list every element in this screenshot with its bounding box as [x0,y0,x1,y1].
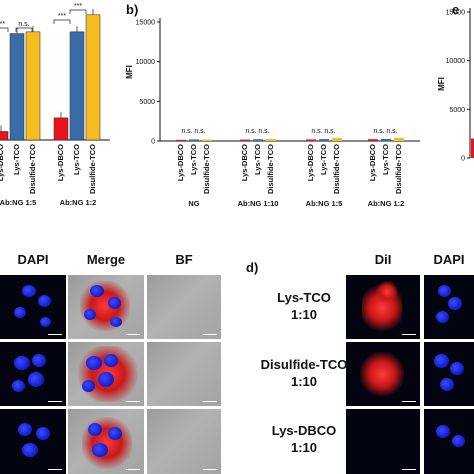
panel-label-b: b) [126,2,139,17]
bar-b-3-1 [381,138,391,141]
row-label-disulfide-tco: Disulfide-TCO 1:10 [260,357,348,389]
tick-label-a-0-2: Disulfide-TCO [28,144,37,194]
tick-label-b-2-2: Disulfide-TCO [332,144,341,194]
column-header-merge: Merge [86,252,126,267]
sig-label-b-0-1: n.s. [194,128,205,135]
panel-label-e: e [452,2,460,17]
image-dil-row3 [346,409,420,474]
tick-label-a-1-2: Disulfide-TCO [88,144,97,194]
panel-label-d: d) [246,260,259,275]
ytick-label-b-0: 0 [151,139,155,146]
chart-e: 0 5000 10000 15000 MFI [437,8,474,163]
image-merge-row1 [68,275,144,339]
chart-e-plot: 0 5000 10000 15000 MFI [437,8,474,163]
ytick-label-b-3: 15000 [136,20,156,27]
row-label-lys-tco: Lys-TCO 1:10 [277,290,331,322]
sig-label-a-0: *** [0,21,5,28]
group-label-b-0: NG [188,199,199,208]
bar-b-3-0 [368,139,378,141]
tick-label-b-3-2: Disulfide-TCO [394,144,403,194]
sig-label-a-1: n.s. [18,21,29,28]
group-label-b-3: Ab:NG 1:2 [368,199,405,208]
image-dapi-row3 [0,409,66,474]
bracket-a-2 [53,19,71,24]
bracket-a-0 [0,27,9,32]
sig-label-b-2-0: n.s. [311,128,322,135]
sig-label-b-3-1: n.s. [386,128,397,135]
column-header-dapi: DAPI [17,252,49,267]
ytick-label-e-3: 15000 [446,10,466,17]
bar-b-1-0 [240,139,250,141]
bar-b-1-2 [266,138,276,141]
tick-label-b-0-0: Lys-DBCO [176,144,185,181]
group-label-b-2: Ab:NG 1:5 [306,199,343,208]
image-dil-row1 [346,275,420,339]
sig-label-b-3-0: n.s. [373,128,384,135]
tick-label-b-1-1: Lys-TCO [253,144,262,175]
bar-b-0-0 [176,139,186,141]
group-label-a-0: Ab:NG 1:5 [0,198,36,207]
ylabel-b: MFI [125,65,134,79]
tick-label-b-3-1: Lys-TCO [381,144,390,175]
tick-label-b-0-1: Lys-TCO [189,144,198,175]
bar-b-2-2 [332,137,342,141]
sig-label-b-2-1: n.s. [324,128,335,135]
chart-a: Lys-DBCO Lys-TCO Disulfide-TCO Ab:NG 1:5 Lys… [0,3,110,207]
bracket-a-1 [15,27,33,32]
tick-label-b-1-2: Disulfide-TCO [266,144,275,194]
tick-label-b-0-2: Disulfide-TCO [202,144,211,194]
bar-b-2-1 [319,139,329,141]
bar-b-2-0 [306,139,316,141]
image-bf-row2 [147,342,221,406]
image-dapi-right-row1 [424,275,474,339]
group-label-b-1: Ab:NG 1:10 [238,199,279,208]
image-dapi-right-row2 [424,342,474,406]
image-bf-row1 [147,275,221,339]
ylabel-e: MFI [437,77,446,91]
image-dapi-right-row3 [424,409,474,474]
sig-label-b-1-0: n.s. [245,128,256,135]
image-dapi-row1 [0,275,66,339]
tick-label-b-2-1: Lys-TCO [319,144,328,175]
ytick-label-b-2: 10000 [136,59,156,66]
bracket-a-3 [69,9,87,14]
bar-e-0 [471,138,474,158]
tick-label-a-0-0: Lys-DBCO [0,144,5,181]
chart-b: 0 5000 10000 15000 MFI Lys-DBCO Lys-TCO Disulfi… [125,18,420,208]
ytick-label-e-1: 5000 [449,107,465,114]
bar-b-1-1 [253,139,263,141]
sig-label-a-2: *** [58,13,66,20]
column-header-bf: BF [175,252,193,267]
image-merge-row2 [68,342,144,406]
ytick-label-b-1: 5000 [139,99,155,106]
tick-label-b-2-0: Lys-DBCO [306,144,315,181]
bar-b-3-2 [394,137,404,141]
bar-b-0-2 [202,139,212,141]
image-dapi-row2 [0,342,66,406]
tick-label-a-1-0: Lys-DBCO [56,144,65,181]
tick-label-b-3-0: Lys-DBCO [368,144,377,181]
ytick-label-e-0: 0 [461,156,465,163]
image-dil-row2 [346,342,420,406]
image-merge-row3 [68,409,144,474]
column-header-dapi-right: DAPI [433,252,465,267]
tick-label-a-0-1: Lys-TCO [12,144,21,175]
ytick-label-e-2: 10000 [446,58,466,65]
image-bf-row3 [147,409,221,474]
row-label-lys-dbco: Lys-DBCO 1:10 [271,423,337,455]
bar-b-0-1 [189,139,199,141]
group-label-a-1: Ab:NG 1:2 [60,198,97,207]
sig-label-b-1-1: n.s. [258,128,269,135]
chart-a-plot: Lys-DBCO Lys-TCO Disulfide-TCO Ab:NG 1:5 Lys… [0,3,110,207]
chart-b-plot: 0 5000 10000 15000 MFI Lys-DBCO Lys-TCO Disulfi… [125,18,420,208]
column-header-dil: DiI [374,252,392,267]
tick-label-a-1-1: Lys-TCO [72,144,81,175]
tick-label-b-1-0: Lys-DBCO [240,144,249,181]
sig-label-b-0-0: n.s. [181,128,192,135]
sig-label-a-3: *** [74,3,82,10]
